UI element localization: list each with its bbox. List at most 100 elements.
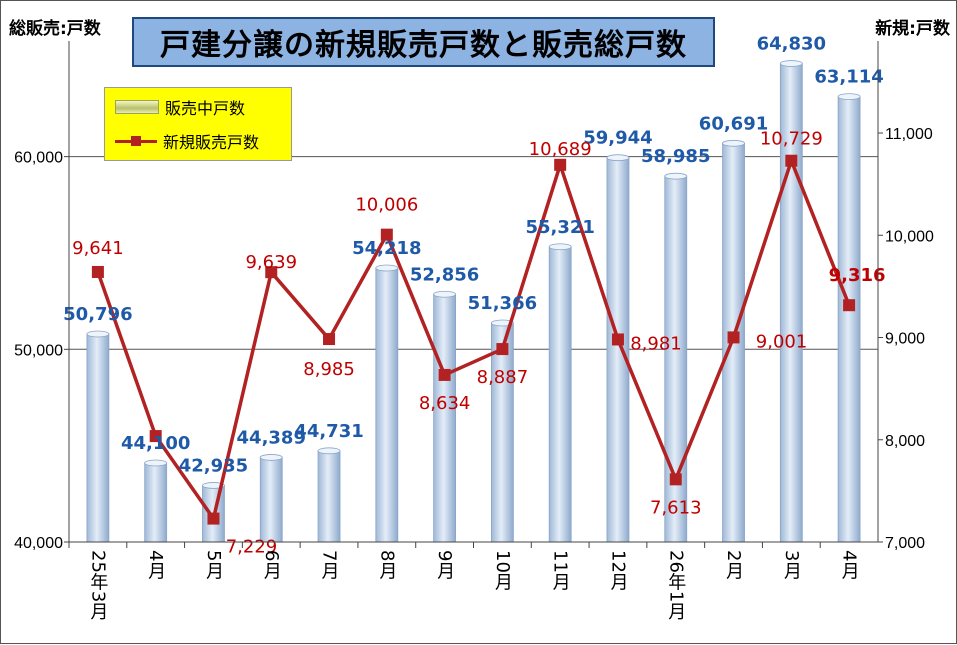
left-tick-label: 40,000 bbox=[14, 535, 63, 552]
bar-value-label: 60,691 bbox=[699, 113, 768, 134]
bar-cap bbox=[317, 447, 341, 455]
x-tick-label: 4月 bbox=[145, 550, 166, 579]
x-tick-label: 6月 bbox=[261, 550, 282, 579]
bar-cap bbox=[144, 459, 168, 467]
line-marker bbox=[91, 265, 104, 278]
bar bbox=[144, 462, 168, 543]
line-marker bbox=[843, 299, 856, 312]
bar-value-label: 42,935 bbox=[179, 455, 248, 476]
line-marker bbox=[149, 430, 162, 443]
bar-value-label: 63,114 bbox=[814, 67, 883, 88]
bar-value-label: 52,856 bbox=[410, 264, 479, 285]
line-swatch-icon bbox=[115, 135, 157, 147]
bar-value-label: 64,830 bbox=[757, 34, 826, 55]
x-tick-label: 2月 bbox=[723, 550, 744, 579]
legend-item-bar: 販売中戸数 bbox=[105, 92, 245, 122]
bar-value-label: 50,796 bbox=[63, 304, 132, 325]
line-marker bbox=[323, 333, 336, 346]
x-tick-label: 4月 bbox=[839, 550, 860, 579]
line-value-label: 9,639 bbox=[245, 252, 297, 273]
legend: 販売中戸数 新規販売戸数 bbox=[104, 87, 292, 161]
line-marker bbox=[496, 343, 509, 356]
line-marker bbox=[669, 473, 682, 486]
bar-value-label: 51,366 bbox=[468, 293, 537, 314]
line-value-label: 8,981 bbox=[630, 333, 682, 354]
right-tick-label: 7,000 bbox=[885, 535, 925, 552]
bar bbox=[490, 322, 514, 543]
line-value-label: 10,689 bbox=[529, 139, 592, 160]
bar-cap bbox=[722, 139, 745, 147]
bar bbox=[664, 175, 688, 543]
bar-value-label: 44,389 bbox=[237, 427, 306, 448]
x-tick-label: 7月 bbox=[319, 550, 340, 579]
line-marker bbox=[611, 333, 624, 346]
chart-title-box: 戸建分譲の新規販売戸数と販売総戸数 bbox=[132, 17, 715, 67]
bar-value-label: 58,985 bbox=[641, 146, 710, 167]
x-tick-label: 5月 bbox=[203, 550, 224, 579]
line-value-label: 9,001 bbox=[756, 331, 808, 352]
line-marker bbox=[207, 512, 220, 525]
bar bbox=[375, 267, 399, 543]
line-value-label: 9,641 bbox=[72, 238, 124, 259]
bar-cap bbox=[837, 93, 861, 101]
left-tick-label: 50,000 bbox=[14, 342, 63, 359]
line-value-label: 9,316 bbox=[829, 265, 886, 286]
bar-cap bbox=[779, 60, 803, 67]
line-value-label: 10,006 bbox=[355, 195, 418, 216]
bar bbox=[317, 450, 341, 543]
line-marker bbox=[785, 154, 798, 167]
bar-cap bbox=[375, 264, 399, 272]
x-tick-label: 26年1月 bbox=[665, 550, 686, 620]
bar-cap bbox=[86, 330, 110, 338]
left-tick-label: 60,000 bbox=[14, 150, 63, 167]
line-value-label: 7,613 bbox=[650, 497, 702, 518]
line-marker bbox=[265, 266, 278, 279]
line-value-label: 10,729 bbox=[760, 129, 823, 150]
right-axis-title: 新規:戸数 bbox=[875, 19, 950, 39]
x-tick-label: 10月 bbox=[492, 550, 513, 591]
x-tick-label: 11月 bbox=[550, 550, 571, 591]
bar-value-label: 44,100 bbox=[121, 433, 190, 454]
bar bbox=[606, 157, 630, 543]
bar-cap bbox=[606, 154, 630, 162]
legend-label-line: 新規販売戸数 bbox=[163, 133, 260, 152]
right-tick-label: 10,000 bbox=[885, 228, 934, 245]
line-value-label: 8,887 bbox=[477, 367, 529, 388]
bar-value-label: 59,944 bbox=[583, 128, 652, 149]
line-value-label: 8,985 bbox=[303, 359, 355, 380]
legend-item-line: 新規販売戸数 bbox=[105, 126, 259, 156]
line-value-label: 8,634 bbox=[419, 393, 471, 414]
legend-label-bar: 販売中戸数 bbox=[165, 99, 246, 118]
bar bbox=[433, 293, 457, 543]
right-tick-label: 8,000 bbox=[885, 433, 925, 450]
right-tick-label: 11,000 bbox=[885, 126, 933, 143]
bar-cap bbox=[490, 319, 514, 327]
x-tick-label: 9月 bbox=[434, 550, 455, 579]
line-marker bbox=[380, 228, 393, 241]
series-line bbox=[96, 158, 851, 521]
bar-cap bbox=[433, 290, 457, 298]
bar-cap bbox=[259, 454, 283, 461]
left-axis-title: 総販売:戸数 bbox=[9, 19, 101, 39]
bar bbox=[548, 246, 572, 543]
bar-value-label: 54,218 bbox=[352, 238, 421, 259]
bar-swatch-icon bbox=[115, 100, 159, 114]
chart-title: 戸建分譲の新規販売戸数と販売総戸数 bbox=[160, 28, 687, 63]
line-marker bbox=[727, 331, 740, 344]
bar-value-label: 44,731 bbox=[294, 421, 363, 442]
bar bbox=[837, 96, 861, 543]
x-tick-label: 8月 bbox=[376, 550, 397, 579]
bar-value-label: 55,321 bbox=[525, 217, 594, 238]
line-marker bbox=[554, 158, 567, 171]
bar-cap bbox=[548, 243, 572, 251]
x-tick-label: 12月 bbox=[607, 550, 628, 591]
line-marker bbox=[438, 368, 451, 381]
bar bbox=[86, 333, 110, 543]
bar bbox=[259, 457, 283, 543]
x-tick-label: 25年3月 bbox=[87, 550, 108, 620]
right-tick-label: 9,000 bbox=[885, 331, 925, 348]
bar-cap bbox=[664, 172, 688, 180]
bar-cap bbox=[202, 482, 225, 489]
